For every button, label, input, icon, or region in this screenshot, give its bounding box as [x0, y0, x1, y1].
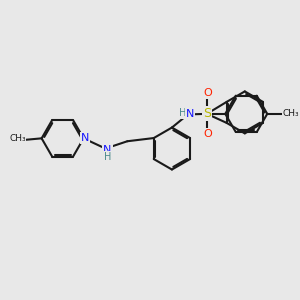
Text: N: N	[186, 109, 194, 119]
Text: CH₃: CH₃	[282, 110, 299, 118]
Text: CH₃: CH₃	[9, 134, 26, 143]
Text: H: H	[104, 152, 111, 162]
Text: H: H	[179, 108, 186, 118]
Text: N: N	[81, 133, 89, 143]
Text: S: S	[203, 107, 211, 120]
Text: O: O	[204, 129, 212, 139]
Text: O: O	[204, 88, 212, 98]
Text: N: N	[103, 145, 112, 155]
